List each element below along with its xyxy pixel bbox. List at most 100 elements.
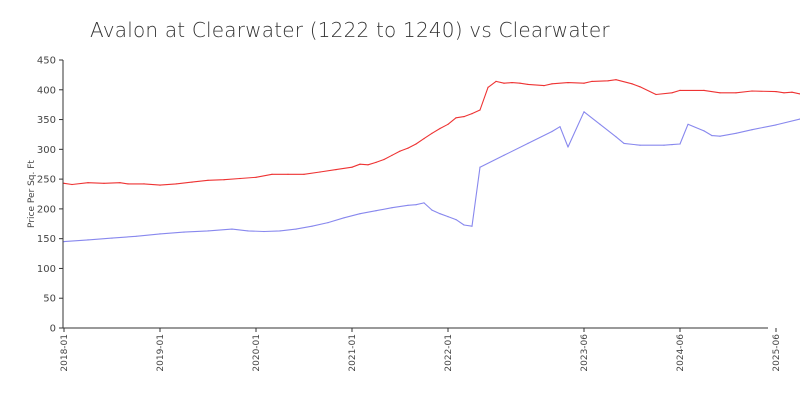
data-point bbox=[703, 130, 705, 132]
data-point bbox=[735, 92, 737, 94]
data-point bbox=[591, 80, 593, 82]
x-tick-label: 2024-06 bbox=[676, 334, 686, 372]
data-point bbox=[671, 92, 673, 94]
data-point bbox=[631, 83, 633, 85]
data-point bbox=[431, 209, 433, 211]
data-point bbox=[415, 143, 417, 145]
data-point bbox=[567, 146, 569, 148]
data-point bbox=[543, 85, 545, 87]
data-point bbox=[423, 138, 425, 140]
data-point bbox=[775, 91, 777, 93]
data-point bbox=[375, 210, 377, 212]
y-tick-label: 200 bbox=[37, 204, 56, 215]
x-tick-label: 2022-01 bbox=[444, 334, 454, 372]
data-point bbox=[391, 207, 393, 209]
data-point bbox=[687, 123, 689, 125]
data-point bbox=[503, 82, 505, 84]
data-point bbox=[615, 79, 617, 81]
series-1 bbox=[63, 79, 800, 186]
data-point bbox=[463, 116, 465, 118]
data-point bbox=[191, 181, 193, 183]
data-point bbox=[223, 179, 225, 181]
data-point bbox=[527, 83, 529, 85]
data-point bbox=[183, 231, 185, 233]
data-point bbox=[263, 230, 265, 233]
data-point bbox=[495, 80, 497, 82]
data-point bbox=[63, 182, 65, 184]
data-point bbox=[159, 233, 161, 235]
chart-title: Avalon at Clearwater (1222 to 1240) vs C… bbox=[90, 18, 610, 42]
data-point bbox=[319, 171, 321, 173]
data-point bbox=[567, 82, 569, 84]
data-point bbox=[511, 82, 513, 84]
data-point bbox=[751, 129, 753, 131]
data-point bbox=[111, 237, 113, 239]
data-point bbox=[375, 161, 377, 163]
series-line bbox=[63, 79, 800, 186]
data-point bbox=[287, 173, 289, 175]
data-point bbox=[655, 93, 657, 96]
data-point bbox=[391, 154, 393, 156]
data-point bbox=[407, 204, 409, 206]
data-point bbox=[359, 213, 361, 215]
data-point bbox=[639, 144, 641, 146]
data-point bbox=[159, 184, 161, 186]
data-point bbox=[335, 169, 337, 171]
data-point bbox=[671, 144, 673, 146]
data-point bbox=[487, 86, 489, 88]
data-point bbox=[783, 92, 785, 94]
data-point bbox=[447, 123, 449, 125]
x-tick-label: 2025-06 bbox=[772, 334, 782, 372]
data-point bbox=[551, 83, 553, 85]
y-tick-label: 250 bbox=[37, 175, 56, 186]
data-point bbox=[63, 241, 65, 243]
data-point bbox=[423, 202, 425, 204]
data-point bbox=[87, 182, 89, 184]
data-point bbox=[327, 222, 329, 224]
y-tick-label: 0 bbox=[50, 324, 56, 335]
data-point bbox=[703, 89, 705, 91]
data-point bbox=[663, 144, 665, 146]
data-point bbox=[471, 225, 473, 227]
y-tick-label: 50 bbox=[43, 294, 56, 305]
x-tick-label: 2021-01 bbox=[348, 334, 358, 372]
data-point bbox=[519, 82, 521, 84]
x-tick-label: 2020-01 bbox=[252, 334, 262, 372]
data-point bbox=[207, 179, 209, 181]
data-point bbox=[351, 166, 353, 168]
data-point bbox=[279, 230, 281, 232]
data-point bbox=[87, 239, 89, 241]
data-point bbox=[447, 216, 449, 218]
x-tick-label: 2018-01 bbox=[60, 334, 70, 372]
data-point bbox=[255, 176, 257, 178]
data-point bbox=[71, 183, 73, 186]
data-point bbox=[359, 163, 361, 165]
data-point bbox=[527, 142, 529, 144]
data-point bbox=[599, 123, 601, 125]
data-point bbox=[471, 113, 473, 115]
data-point bbox=[271, 173, 273, 175]
y-tick-label: 450 bbox=[37, 56, 56, 67]
data-point bbox=[119, 182, 121, 184]
axes: 0 50 100 150 200 250 300 350 400 450 Price Per Sq.… bbox=[27, 56, 782, 372]
data-point bbox=[479, 166, 481, 168]
data-point bbox=[407, 147, 409, 149]
data-point bbox=[135, 235, 137, 237]
y-tick-label: 300 bbox=[37, 145, 56, 156]
data-point bbox=[479, 109, 481, 111]
y-tick-label: 400 bbox=[37, 85, 56, 96]
data-point bbox=[399, 150, 401, 152]
data-point bbox=[551, 130, 553, 133]
data-point bbox=[583, 111, 585, 113]
y-tick-label: 150 bbox=[37, 234, 56, 245]
data-point bbox=[247, 230, 249, 232]
data-point bbox=[295, 228, 297, 230]
data-point bbox=[775, 124, 777, 126]
data-point bbox=[127, 183, 129, 185]
data-point bbox=[311, 225, 313, 227]
data-point bbox=[679, 89, 681, 91]
data-point bbox=[559, 126, 561, 128]
data-point bbox=[239, 177, 241, 180]
